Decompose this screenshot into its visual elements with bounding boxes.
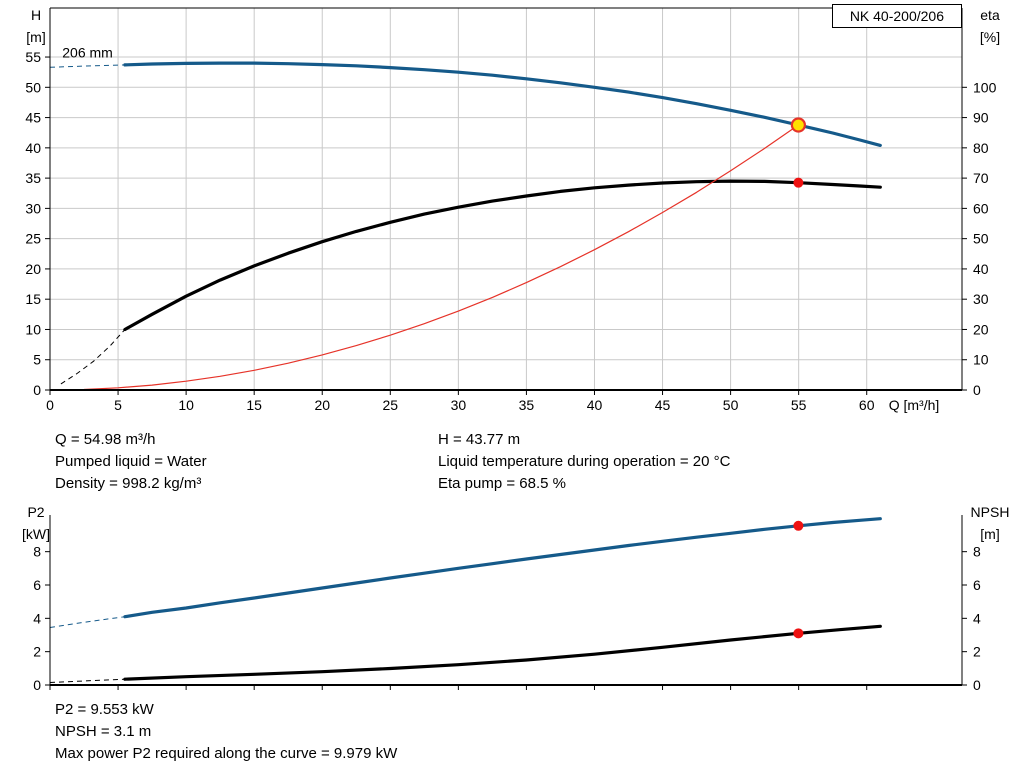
p2-curve (123, 517, 882, 619)
svg-text:40: 40 (25, 140, 41, 156)
p2-value: P2 = 9.553 kW (55, 701, 154, 718)
svg-text:0: 0 (973, 677, 981, 693)
power-npsh-results: P2 = 9.553 kW NPSH = 3.1 m Max power P2 … (55, 699, 397, 765)
pump-model-badge: NK 40-200/206 (831, 4, 962, 28)
operating-point-right-column: H = 43.77 m Liquid temperature during op… (438, 429, 730, 495)
svg-text:8: 8 (33, 544, 41, 560)
svg-text:6: 6 (973, 577, 981, 593)
efficiency-point-marker (793, 177, 804, 188)
svg-text:25: 25 (25, 231, 41, 247)
svg-text:35: 35 (519, 397, 535, 413)
pumped-liquid: Pumped liquid = Water (55, 453, 207, 470)
head-curve-dashed (49, 64, 125, 68)
svg-text:[kW]: [kW] (22, 526, 50, 542)
svg-text:10: 10 (178, 397, 194, 413)
svg-text:50: 50 (723, 397, 739, 413)
svg-text:70: 70 (973, 170, 989, 186)
svg-text:30: 30 (973, 291, 989, 307)
duty-point-marker (790, 117, 806, 133)
svg-text:20: 20 (973, 321, 989, 337)
svg-text:0: 0 (973, 382, 981, 398)
svg-text:4: 4 (33, 610, 41, 626)
svg-text:90: 90 (973, 110, 989, 126)
max-power-note: Max power P2 required along the curve = … (55, 745, 398, 762)
svg-text:NPSH: NPSH (971, 504, 1010, 520)
svg-text:2: 2 (973, 644, 981, 660)
p2-point-marker (793, 520, 804, 531)
svg-text:5: 5 (33, 352, 41, 368)
p2-curve-dashed (49, 616, 125, 628)
svg-text:4: 4 (973, 610, 981, 626)
efficiency-curve-dashed (60, 329, 126, 385)
density-value: Density = 998.2 kg/m³ (55, 475, 202, 492)
svg-text:10: 10 (25, 321, 41, 337)
svg-text:25: 25 (383, 397, 399, 413)
eta-pump-value: Eta pump = 68.5 % (438, 475, 566, 492)
svg-text:55: 55 (25, 49, 41, 65)
svg-text:10: 10 (973, 352, 989, 368)
svg-text:[%]: [%] (980, 29, 1000, 45)
svg-text:20: 20 (25, 261, 41, 277)
npsh-curve-dashed (49, 678, 125, 683)
head-value: H = 43.77 m (438, 431, 521, 448)
npsh-value: NPSH = 3.1 m (55, 723, 152, 740)
svg-text:55: 55 (791, 397, 807, 413)
svg-text:H: H (31, 7, 41, 23)
svg-text:15: 15 (246, 397, 262, 413)
svg-text:8: 8 (973, 544, 981, 560)
svg-text:50: 50 (973, 231, 989, 247)
svg-text:30: 30 (25, 200, 41, 216)
svg-text:50: 50 (25, 79, 41, 95)
head-curve (123, 61, 882, 147)
npsh-curve (123, 624, 882, 681)
svg-text:15: 15 (25, 291, 41, 307)
svg-text:100: 100 (973, 79, 997, 95)
svg-text:0: 0 (33, 677, 41, 693)
svg-text:60: 60 (973, 200, 989, 216)
svg-text:0: 0 (33, 382, 41, 398)
svg-text:6: 6 (33, 577, 41, 593)
svg-text:2: 2 (33, 644, 41, 660)
system-curve (49, 124, 800, 391)
svg-text:P2: P2 (27, 504, 44, 520)
svg-text:40: 40 (587, 397, 603, 413)
svg-text:Q [m³/h]: Q [m³/h] (889, 397, 940, 413)
liquid-temperature: Liquid temperature during operation = 20… (438, 453, 731, 470)
operating-point-left-column: Q = 54.98 m³/h Pumped liquid = Water Den… (55, 429, 207, 495)
svg-text:5: 5 (114, 397, 122, 413)
svg-text:[m]: [m] (980, 526, 999, 542)
svg-text:eta: eta (980, 7, 1000, 23)
svg-text:206 mm: 206 mm (62, 45, 113, 61)
svg-text:20: 20 (314, 397, 330, 413)
svg-text:45: 45 (655, 397, 671, 413)
svg-text:30: 30 (451, 397, 467, 413)
svg-text:[m]: [m] (26, 29, 45, 45)
svg-text:60: 60 (859, 397, 875, 413)
svg-text:35: 35 (25, 170, 41, 186)
svg-text:80: 80 (973, 140, 989, 156)
svg-text:45: 45 (25, 110, 41, 126)
svg-text:40: 40 (973, 261, 989, 277)
svg-text:0: 0 (46, 397, 54, 413)
efficiency-curve (123, 179, 882, 332)
npsh-point-marker (793, 628, 804, 639)
flow-value: Q = 54.98 m³/h (55, 431, 156, 448)
